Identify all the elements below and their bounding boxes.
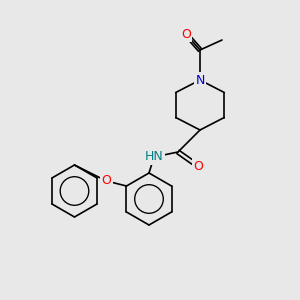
Text: O: O [193, 160, 203, 172]
Text: O: O [101, 175, 111, 188]
Text: N: N [195, 74, 205, 86]
Text: O: O [181, 28, 191, 40]
Text: HN: HN [145, 151, 164, 164]
